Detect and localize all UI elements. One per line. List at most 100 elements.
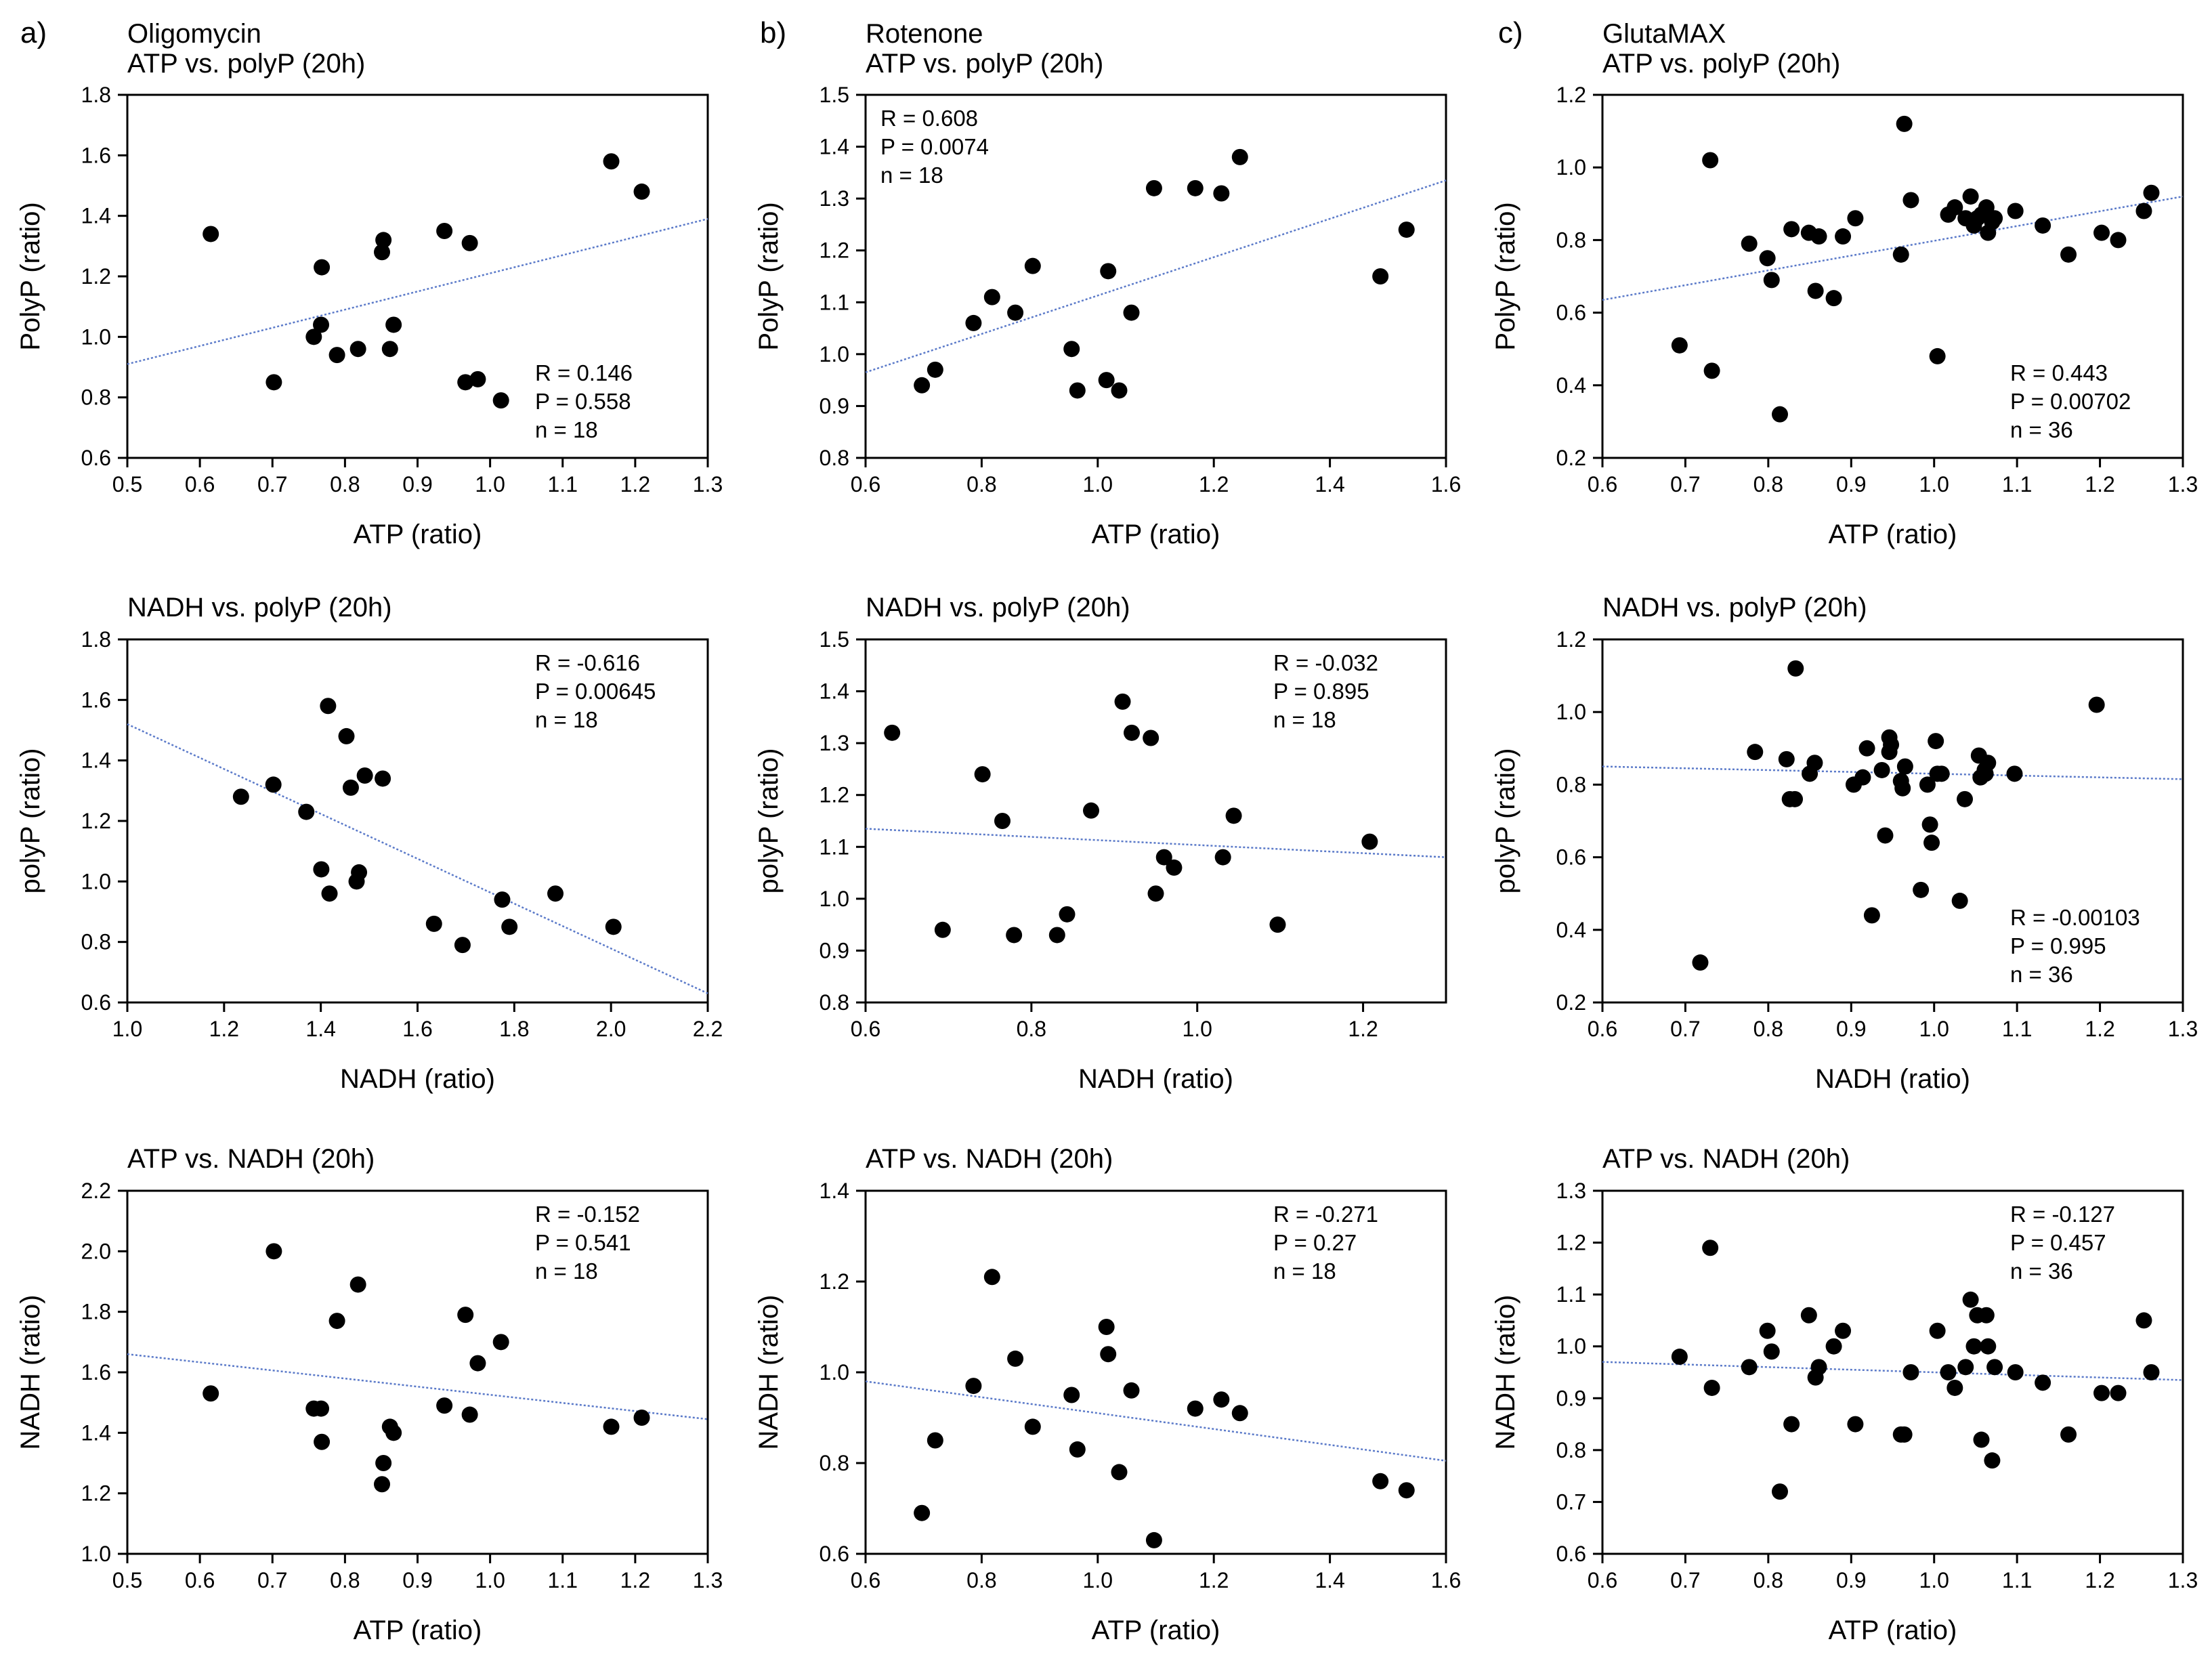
data-point — [1024, 257, 1041, 274]
data-point — [2060, 1426, 2077, 1443]
data-point — [965, 314, 982, 331]
data-point — [1787, 660, 1804, 677]
data-point — [375, 770, 391, 787]
data-point — [1048, 927, 1065, 944]
data-point — [1962, 188, 1979, 205]
data-point — [1778, 750, 1795, 767]
y-tick-label: 1.8 — [81, 627, 111, 652]
regression-line — [865, 1380, 1447, 1462]
stats-line: R = -0.271 — [1273, 1202, 1378, 1227]
x-tick-label: 0.9 — [402, 472, 432, 496]
y-tick-label: 1.2 — [820, 783, 849, 807]
regression-line — [1602, 765, 2184, 780]
data-point — [1902, 1364, 1919, 1380]
data-point — [633, 1410, 650, 1426]
data-point — [1962, 1291, 1979, 1308]
plot-title: ATP vs. NADH (20h) — [127, 1144, 375, 1174]
x-tick-label: 0.6 — [851, 1568, 880, 1592]
regression-line — [1602, 1361, 2184, 1381]
y-tick-label: 0.2 — [1556, 446, 1586, 470]
stats-line: R = -0.152 — [535, 1202, 640, 1227]
stats-line: P = 0.00645 — [535, 679, 656, 704]
x-tick-label: 0.6 — [185, 1568, 215, 1592]
y-tick-label: 0.8 — [1556, 228, 1586, 252]
data-point — [1231, 148, 1248, 165]
x-tick-label: 1.2 — [1199, 1568, 1229, 1592]
data-point — [1883, 736, 1900, 753]
x-tick-label: 1.3 — [2168, 1017, 2198, 1041]
x-tick-label: 0.9 — [1836, 1568, 1866, 1592]
stats-line: n = 18 — [535, 417, 598, 442]
x-tick-label: 0.6 — [851, 472, 880, 496]
y-tick-label: 2.2 — [81, 1179, 111, 1203]
plot-c3: ATP vs. NADH (20h) 0.6 0.7 0.8 0.9 1.0 1.1 1.2 1… — [1491, 1144, 2198, 1645]
data-point — [2135, 1312, 2152, 1329]
x-tick-label: 1.2 — [209, 1017, 239, 1041]
data-point — [265, 374, 282, 391]
plot-a1: ATP vs. polyP (20h)0.5 0.6 0.7 0.8 0.9 1.0 1.1… — [16, 49, 723, 549]
data-point — [994, 813, 1011, 829]
data-point — [1671, 337, 1688, 354]
data-point — [1741, 1359, 1758, 1376]
data-point — [461, 1406, 478, 1423]
data-point — [1741, 235, 1758, 252]
data-point — [934, 921, 951, 938]
plot-title: NADH vs. polyP (20h) — [127, 593, 392, 622]
data-point — [385, 1424, 402, 1441]
data-point — [633, 183, 650, 200]
y-tick-label: 1.2 — [1556, 627, 1586, 652]
data-point — [1771, 1483, 1788, 1500]
data-point — [1965, 1338, 1982, 1355]
data-point — [2093, 224, 2110, 241]
x-tick-label: 2.0 — [596, 1017, 626, 1041]
data-point — [1759, 1322, 1776, 1339]
y-tick-label: 1.0 — [1556, 700, 1586, 724]
plot-a3: ATP vs. NADH (20h) 0.5 0.6 0.7 0.8 0.9 1.0 1.1 1… — [16, 1144, 723, 1645]
y-tick-label: 1.0 — [81, 324, 111, 349]
stats-line: P = 0.27 — [1273, 1230, 1357, 1255]
x-axis-label: ATP (ratio) — [354, 1615, 482, 1645]
data-point — [2110, 1384, 2127, 1401]
data-point — [914, 377, 931, 394]
stats-line: R = -0.127 — [2010, 1202, 2115, 1227]
data-point — [1892, 246, 1909, 263]
data-point — [1810, 1359, 1827, 1376]
data-point — [1854, 769, 1871, 786]
stats-line: P = 0.00702 — [2010, 389, 2131, 414]
y-tick-label: 1.4 — [81, 204, 111, 228]
data-point — [1858, 740, 1875, 757]
x-tick-label: 1.4 — [305, 1017, 335, 1041]
data-point — [1810, 228, 1827, 245]
data-point — [884, 724, 901, 741]
data-point — [1083, 802, 1100, 819]
column-letter-c: c) — [1498, 16, 1523, 49]
data-point — [1063, 1387, 1080, 1403]
data-point — [1145, 1531, 1162, 1548]
x-tick-label: 0.8 — [1753, 1568, 1783, 1592]
y-tick-label: 1.2 — [1556, 83, 1586, 107]
x-tick-label: 1.8 — [499, 1017, 529, 1041]
x-axis-label: ATP (ratio) — [1092, 520, 1220, 549]
data-point — [375, 1455, 392, 1471]
y-tick-label: 0.8 — [820, 446, 849, 470]
y-tick-label: 0.8 — [81, 930, 111, 954]
data-point — [313, 316, 330, 333]
data-point — [265, 776, 282, 793]
data-point — [1398, 1482, 1415, 1499]
x-tick-label: 1.3 — [2168, 1568, 2198, 1592]
y-tick-label: 1.5 — [820, 627, 849, 652]
y-tick-label: 1.0 — [820, 887, 849, 911]
regression-line — [127, 723, 708, 994]
data-point — [1213, 185, 1230, 202]
data-point — [1978, 1307, 1995, 1324]
y-tick-label: 0.6 — [1556, 301, 1586, 325]
data-point — [1100, 1346, 1117, 1363]
data-point — [1123, 304, 1140, 321]
x-tick-label: 0.5 — [112, 472, 142, 496]
data-point — [349, 1276, 366, 1293]
data-point — [313, 1400, 330, 1417]
data-point — [1940, 1364, 1957, 1380]
data-point — [1877, 827, 1894, 844]
column-letter-a: a) — [20, 16, 47, 49]
